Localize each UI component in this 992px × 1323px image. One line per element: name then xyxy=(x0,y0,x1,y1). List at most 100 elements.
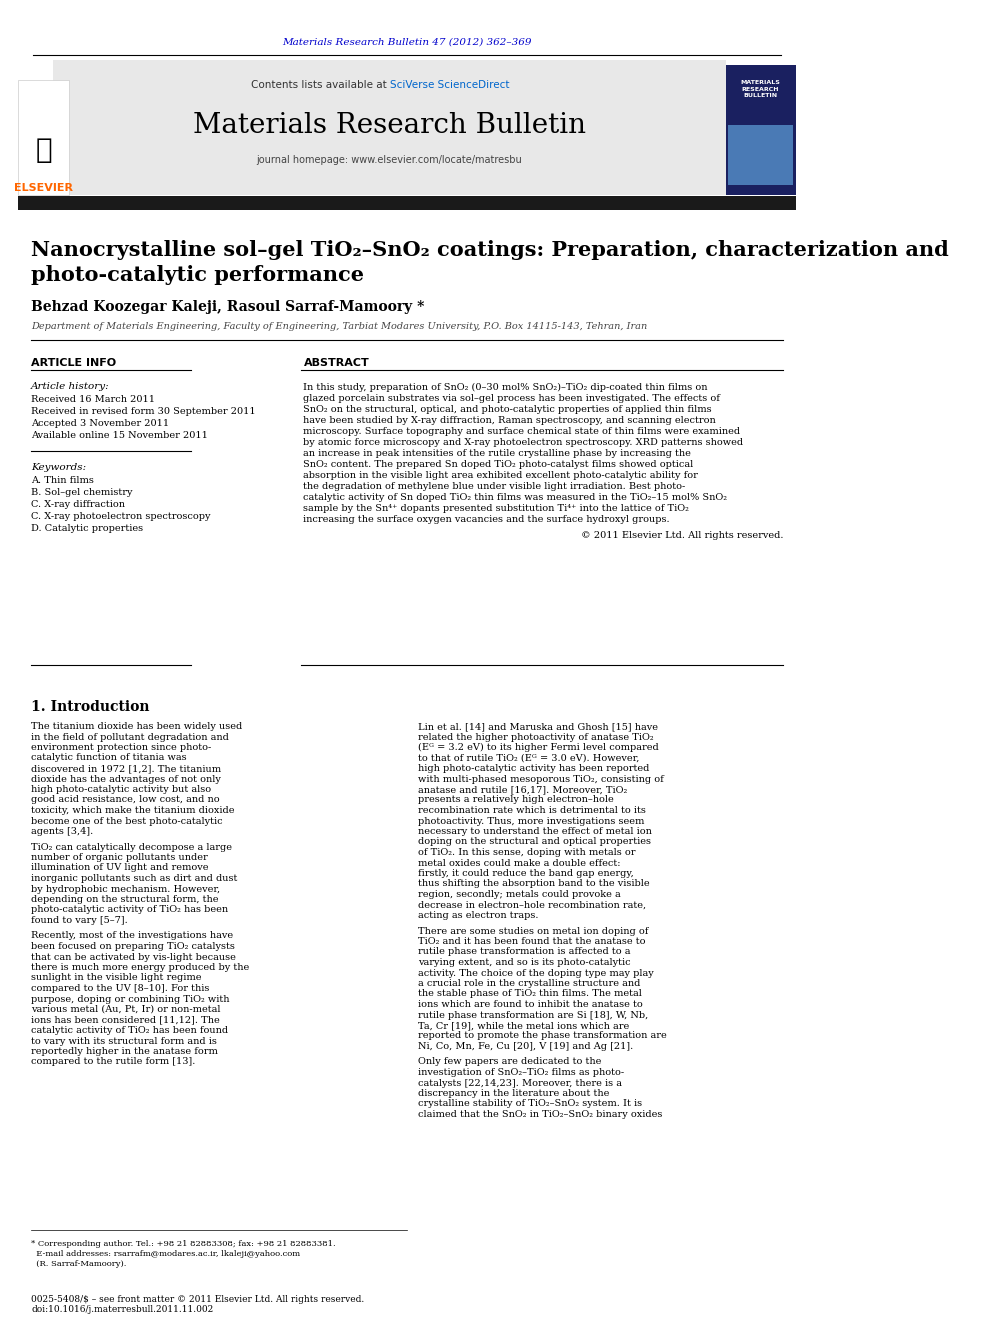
Text: glazed porcelain substrates via sol–gel process has been investigated. The effec: glazed porcelain substrates via sol–gel … xyxy=(304,394,720,404)
Text: increasing the surface oxygen vacancies and the surface hydroxyl groups.: increasing the surface oxygen vacancies … xyxy=(304,515,670,524)
Text: ELSEVIER: ELSEVIER xyxy=(14,183,73,193)
Text: related the higher photoactivity of anatase TiO₂: related the higher photoactivity of anat… xyxy=(419,733,654,741)
FancyBboxPatch shape xyxy=(18,196,796,210)
Text: TiO₂ can catalytically decompose a large: TiO₂ can catalytically decompose a large xyxy=(31,843,232,852)
Text: Lin et al. [14] and Maruska and Ghosh [15] have: Lin et al. [14] and Maruska and Ghosh [1… xyxy=(419,722,659,732)
Text: high photo-catalytic activity has been reported: high photo-catalytic activity has been r… xyxy=(419,763,650,773)
Text: photoactivity. Thus, more investigations seem: photoactivity. Thus, more investigations… xyxy=(419,816,645,826)
Text: 0025-5408/$ – see front matter © 2011 Elsevier Ltd. All rights reserved.: 0025-5408/$ – see front matter © 2011 El… xyxy=(31,1295,364,1304)
Text: of TiO₂. In this sense, doping with metals or: of TiO₂. In this sense, doping with meta… xyxy=(419,848,636,857)
Text: There are some studies on metal ion doping of: There are some studies on metal ion dopi… xyxy=(419,926,649,935)
Text: sunlight in the visible light regime: sunlight in the visible light regime xyxy=(31,974,201,983)
Text: high photo-catalytic activity but also: high photo-catalytic activity but also xyxy=(31,785,211,794)
Text: ABSTRACT: ABSTRACT xyxy=(304,359,369,368)
Text: Received 16 March 2011: Received 16 March 2011 xyxy=(31,396,155,404)
Text: A. Thin films: A. Thin films xyxy=(31,476,94,486)
Text: SciVerse ScienceDirect: SciVerse ScienceDirect xyxy=(390,79,509,90)
Text: with multi-phased mesoporous TiO₂, consisting of: with multi-phased mesoporous TiO₂, consi… xyxy=(419,774,664,783)
Text: by hydrophobic mechanism. However,: by hydrophobic mechanism. However, xyxy=(31,885,220,893)
Text: TiO₂ and it has been found that the anatase to: TiO₂ and it has been found that the anat… xyxy=(419,937,646,946)
Text: rutile phase transformation is affected to a: rutile phase transformation is affected … xyxy=(419,947,631,957)
Text: reportedly higher in the anatase form: reportedly higher in the anatase form xyxy=(31,1046,218,1056)
Text: have been studied by X-ray diffraction, Raman spectroscopy, and scanning electro: have been studied by X-ray diffraction, … xyxy=(304,415,716,425)
Text: crystalline stability of TiO₂–SnO₂ system. It is: crystalline stability of TiO₂–SnO₂ syste… xyxy=(419,1099,643,1109)
Text: claimed that the SnO₂ in TiO₂–SnO₂ binary oxides: claimed that the SnO₂ in TiO₂–SnO₂ binar… xyxy=(419,1110,663,1119)
Text: catalytic activity of TiO₂ has been found: catalytic activity of TiO₂ has been foun… xyxy=(31,1027,228,1035)
Text: a crucial role in the crystalline structure and: a crucial role in the crystalline struct… xyxy=(419,979,641,988)
FancyBboxPatch shape xyxy=(18,79,68,194)
Text: decrease in electron–hole recombination rate,: decrease in electron–hole recombination … xyxy=(419,901,647,909)
Text: acting as electron traps.: acting as electron traps. xyxy=(419,912,539,919)
Text: presents a relatively high electron–hole: presents a relatively high electron–hole xyxy=(419,795,614,804)
Text: catalytic activity of Sn doped TiO₂ thin films was measured in the TiO₂–15 mol% : catalytic activity of Sn doped TiO₂ thin… xyxy=(304,493,727,501)
Text: absorption in the visible light area exhibited excellent photo-catalytic ability: absorption in the visible light area exh… xyxy=(304,471,698,480)
Text: journal homepage: www.elsevier.com/locate/matresbu: journal homepage: www.elsevier.com/locat… xyxy=(257,155,523,165)
Text: reported to promote the phase transformation are: reported to promote the phase transforma… xyxy=(419,1032,667,1040)
Text: (Eᴳ = 3.2 eV) to its higher Fermi level compared: (Eᴳ = 3.2 eV) to its higher Fermi level … xyxy=(419,744,659,751)
Text: MATERIALS
RESEARCH
BULLETIN: MATERIALS RESEARCH BULLETIN xyxy=(740,79,781,98)
Text: Materials Research Bulletin: Materials Research Bulletin xyxy=(193,112,586,139)
Text: thus shifting the absorption band to the visible: thus shifting the absorption band to the… xyxy=(419,880,650,889)
Text: B. Sol–gel chemistry: B. Sol–gel chemistry xyxy=(31,488,133,497)
Text: the degradation of methylene blue under visible light irradiation. Best photo-: the degradation of methylene blue under … xyxy=(304,482,685,491)
Text: various metal (Au, Pt, Ir) or non-metal: various metal (Au, Pt, Ir) or non-metal xyxy=(31,1005,220,1013)
Text: catalytic function of titania was: catalytic function of titania was xyxy=(31,754,186,762)
Text: discovered in 1972 [1,2]. The titanium: discovered in 1972 [1,2]. The titanium xyxy=(31,763,221,773)
Text: region, secondly; metals could provoke a: region, secondly; metals could provoke a xyxy=(419,890,621,900)
Text: catalysts [22,14,23]. Moreover, there is a: catalysts [22,14,23]. Moreover, there is… xyxy=(419,1078,622,1088)
Text: D. Catalytic properties: D. Catalytic properties xyxy=(31,524,143,533)
Text: Department of Materials Engineering, Faculty of Engineering, Tarbiat Modares Uni: Department of Materials Engineering, Fac… xyxy=(31,321,648,331)
Text: doping on the structural and optical properties: doping on the structural and optical pro… xyxy=(419,837,652,847)
Text: The titanium dioxide has been widely used: The titanium dioxide has been widely use… xyxy=(31,722,242,732)
Text: Ta, Cr [19], while the metal ions which are: Ta, Cr [19], while the metal ions which … xyxy=(419,1021,630,1031)
Text: C. X-ray photoelectron spectroscopy: C. X-ray photoelectron spectroscopy xyxy=(31,512,210,521)
Text: environment protection since photo-: environment protection since photo- xyxy=(31,744,211,751)
Text: compared to the rutile form [13].: compared to the rutile form [13]. xyxy=(31,1057,195,1066)
Text: in the field of pollutant degradation and: in the field of pollutant degradation an… xyxy=(31,733,229,741)
Text: Received in revised form 30 September 2011: Received in revised form 30 September 20… xyxy=(31,407,256,415)
Text: Keywords:: Keywords: xyxy=(31,463,86,472)
Text: Nanocrystalline sol–gel TiO₂–SnO₂ coatings: Preparation, characterization and: Nanocrystalline sol–gel TiO₂–SnO₂ coatin… xyxy=(31,239,949,261)
Text: become one of the best photo-catalytic: become one of the best photo-catalytic xyxy=(31,816,223,826)
Text: Article history:: Article history: xyxy=(31,382,110,392)
Text: inorganic pollutants such as dirt and dust: inorganic pollutants such as dirt and du… xyxy=(31,875,237,882)
Text: sample by the Sn⁴⁺ dopants presented substitution Ti⁴⁺ into the lattice of TiO₂: sample by the Sn⁴⁺ dopants presented sub… xyxy=(304,504,689,513)
Text: microscopy. Surface topography and surface chemical state of thin films were exa: microscopy. Surface topography and surfa… xyxy=(304,427,741,437)
Text: by atomic force microscopy and X-ray photoelectron spectroscopy. XRD patterns sh: by atomic force microscopy and X-ray pho… xyxy=(304,438,744,447)
Text: Recently, most of the investigations have: Recently, most of the investigations hav… xyxy=(31,931,233,941)
Text: © 2011 Elsevier Ltd. All rights reserved.: © 2011 Elsevier Ltd. All rights reserved… xyxy=(580,531,784,540)
Text: Ni, Co, Mn, Fe, Cu [20], V [19] and Ag [21].: Ni, Co, Mn, Fe, Cu [20], V [19] and Ag [… xyxy=(419,1043,634,1050)
Text: Behzad Koozegar Kaleji, Rasoul Sarraf-Mamoory *: Behzad Koozegar Kaleji, Rasoul Sarraf-Ma… xyxy=(31,300,425,314)
Text: been focused on preparing TiO₂ catalysts: been focused on preparing TiO₂ catalysts xyxy=(31,942,235,951)
Text: investigation of SnO₂–TiO₂ films as photo-: investigation of SnO₂–TiO₂ films as phot… xyxy=(419,1068,624,1077)
Text: varying extent, and so is its photo-catalytic: varying extent, and so is its photo-cata… xyxy=(419,958,631,967)
Text: an increase in peak intensities of the rutile crystalline phase by increasing th: an increase in peak intensities of the r… xyxy=(304,448,691,458)
Text: SnO₂ content. The prepared Sn doped TiO₂ photo-catalyst films showed optical: SnO₂ content. The prepared Sn doped TiO₂… xyxy=(304,460,693,468)
Text: there is much more energy produced by the: there is much more energy produced by th… xyxy=(31,963,249,972)
Text: Contents lists available at: Contents lists available at xyxy=(251,79,390,90)
Text: doi:10.1016/j.materresbull.2011.11.002: doi:10.1016/j.materresbull.2011.11.002 xyxy=(31,1304,213,1314)
Text: 🌳: 🌳 xyxy=(35,136,52,164)
FancyBboxPatch shape xyxy=(726,65,796,194)
Text: the stable phase of TiO₂ thin films. The metal: the stable phase of TiO₂ thin films. The… xyxy=(419,990,642,999)
Text: photo-catalytic performance: photo-catalytic performance xyxy=(31,265,364,284)
Text: toxicity, which make the titanium dioxide: toxicity, which make the titanium dioxid… xyxy=(31,806,235,815)
Text: compared to the UV [8–10]. For this: compared to the UV [8–10]. For this xyxy=(31,984,209,994)
Text: photo-catalytic activity of TiO₂ has been: photo-catalytic activity of TiO₂ has bee… xyxy=(31,905,228,914)
Text: Only few papers are dedicated to the: Only few papers are dedicated to the xyxy=(419,1057,602,1066)
Text: activity. The choice of the doping type may play: activity. The choice of the doping type … xyxy=(419,968,654,978)
Text: * Corresponding author. Tel.: +98 21 82883308; fax: +98 21 82883381.: * Corresponding author. Tel.: +98 21 828… xyxy=(31,1240,335,1248)
Text: recombination rate which is detrimental to its: recombination rate which is detrimental … xyxy=(419,806,646,815)
Text: found to vary [5–7].: found to vary [5–7]. xyxy=(31,916,128,925)
Text: Available online 15 November 2011: Available online 15 November 2011 xyxy=(31,431,208,441)
Text: 1. Introduction: 1. Introduction xyxy=(31,700,150,714)
Text: rutile phase transformation are Si [18], W, Nb,: rutile phase transformation are Si [18],… xyxy=(419,1011,649,1020)
Text: firstly, it could reduce the band gap energy,: firstly, it could reduce the band gap en… xyxy=(419,869,634,878)
Text: C. X-ray diffraction: C. X-ray diffraction xyxy=(31,500,125,509)
Text: illumination of UV light and remove: illumination of UV light and remove xyxy=(31,864,208,872)
Text: to vary with its structural form and is: to vary with its structural form and is xyxy=(31,1036,217,1045)
Text: (R. Sarraf-Mamoory).: (R. Sarraf-Mamoory). xyxy=(31,1259,127,1267)
Text: Materials Research Bulletin 47 (2012) 362–369: Materials Research Bulletin 47 (2012) 36… xyxy=(282,38,532,48)
Text: SnO₂ on the structural, optical, and photo-catalytic properties of applied thin : SnO₂ on the structural, optical, and pho… xyxy=(304,405,712,414)
Text: that can be activated by vis-light because: that can be activated by vis-light becau… xyxy=(31,953,236,962)
